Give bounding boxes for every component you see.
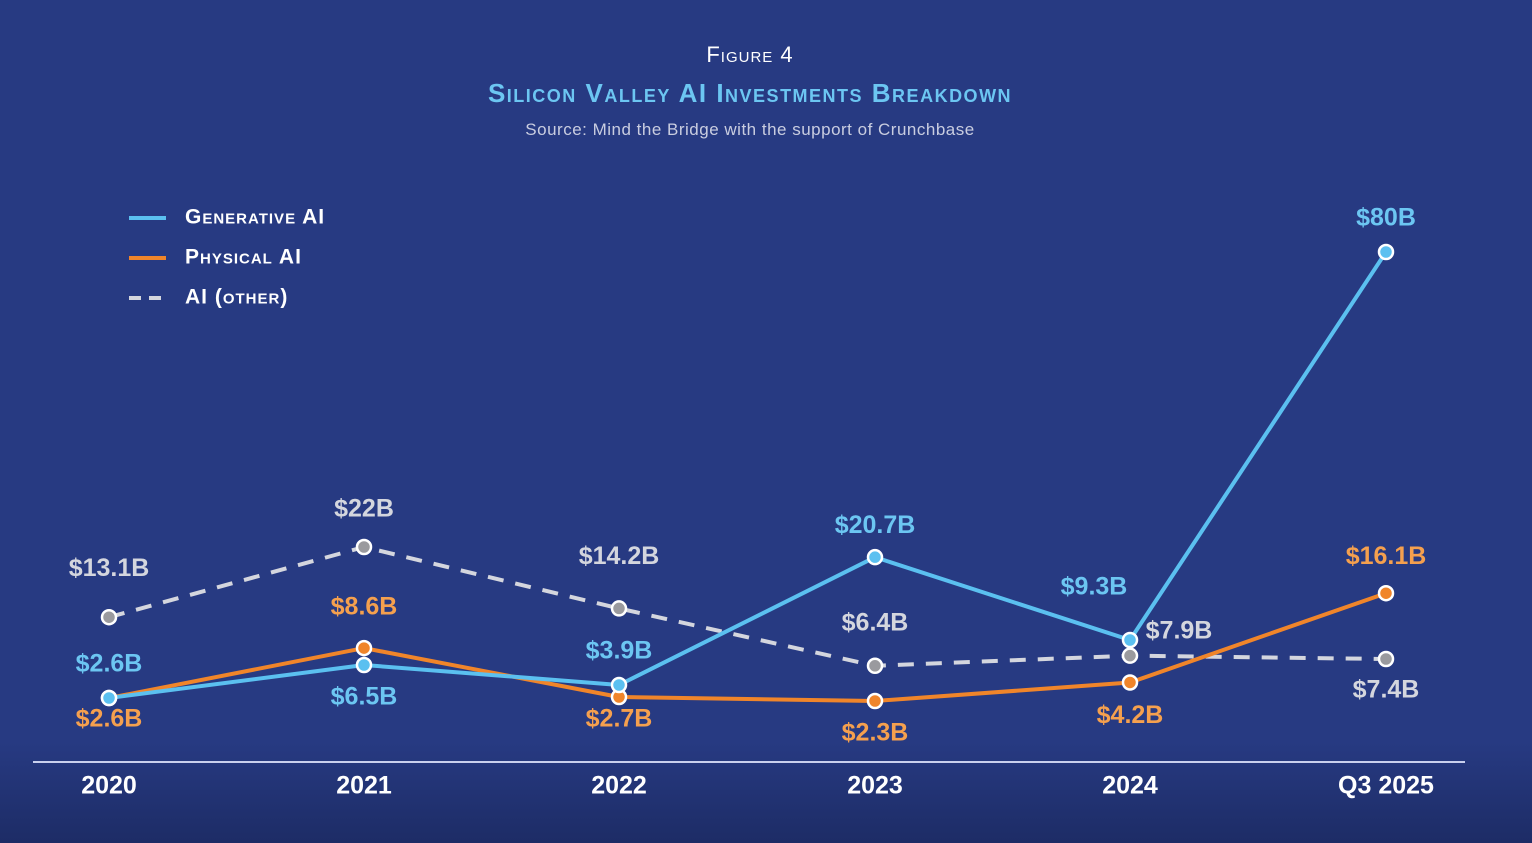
data-label: $3.9B bbox=[586, 637, 653, 665]
data-point bbox=[1377, 584, 1395, 602]
legend: Generative AI Physical AI AI (other) bbox=[129, 206, 325, 309]
data-label: $14.2B bbox=[579, 542, 660, 570]
data-label: $2.6B bbox=[76, 650, 143, 678]
data-point bbox=[866, 657, 884, 675]
data-label: $7.4B bbox=[1353, 676, 1420, 704]
data-point bbox=[1377, 650, 1395, 668]
data-point bbox=[610, 676, 628, 694]
data-label: $9.3B bbox=[1061, 573, 1128, 601]
series-line bbox=[108, 545, 1387, 668]
data-label: $6.5B bbox=[331, 683, 398, 711]
data-label: $13.1B bbox=[69, 554, 150, 582]
data-point bbox=[866, 548, 884, 566]
chart-source: Source: Mind the Bridge with the support… bbox=[525, 120, 975, 139]
data-label: $4.2B bbox=[1097, 701, 1164, 729]
legend-label: Physical AI bbox=[185, 246, 302, 269]
data-label: $6.4B bbox=[842, 608, 909, 636]
series-line bbox=[108, 250, 1388, 700]
data-label: $22B bbox=[334, 495, 394, 523]
x-tick-label: 2024 bbox=[1102, 772, 1158, 800]
series-line bbox=[108, 591, 1387, 703]
data-point bbox=[610, 600, 628, 617]
data-label: $80B bbox=[1356, 204, 1416, 232]
data-point bbox=[1377, 243, 1395, 261]
data-label: $2.6B bbox=[76, 705, 143, 733]
legend-label: AI (other) bbox=[185, 286, 288, 309]
data-label: $20.7B bbox=[835, 511, 916, 539]
data-label: $8.6B bbox=[331, 593, 398, 621]
data-point bbox=[100, 689, 118, 707]
figure-number: Figure 4 bbox=[706, 42, 794, 67]
x-tick-label: Q3 2025 bbox=[1338, 772, 1434, 800]
data-label: $16.1B bbox=[1346, 542, 1427, 570]
data-point bbox=[1121, 674, 1139, 691]
data-label: $2.3B bbox=[842, 719, 909, 747]
data-point bbox=[355, 639, 373, 657]
chart-title: Silicon Valley AI Investments Breakdown bbox=[487, 78, 1013, 108]
x-tick-label: 2022 bbox=[591, 772, 647, 800]
data-point bbox=[1121, 647, 1139, 664]
data-point bbox=[355, 656, 373, 674]
data-point bbox=[355, 538, 373, 556]
data-point bbox=[100, 608, 118, 626]
x-tick-label: 2021 bbox=[336, 772, 392, 800]
x-axis-ticks: 2020 2021 2022 2023 2024 Q3 2025 bbox=[81, 772, 1434, 800]
data-label: $2.7B bbox=[586, 705, 653, 733]
x-tick-label: 2023 bbox=[847, 772, 903, 800]
data-label: $7.9B bbox=[1146, 616, 1213, 644]
x-tick-label: 2020 bbox=[81, 772, 137, 800]
data-point bbox=[1121, 631, 1139, 649]
legend-label: Generative AI bbox=[185, 206, 325, 229]
data-point bbox=[866, 692, 884, 710]
